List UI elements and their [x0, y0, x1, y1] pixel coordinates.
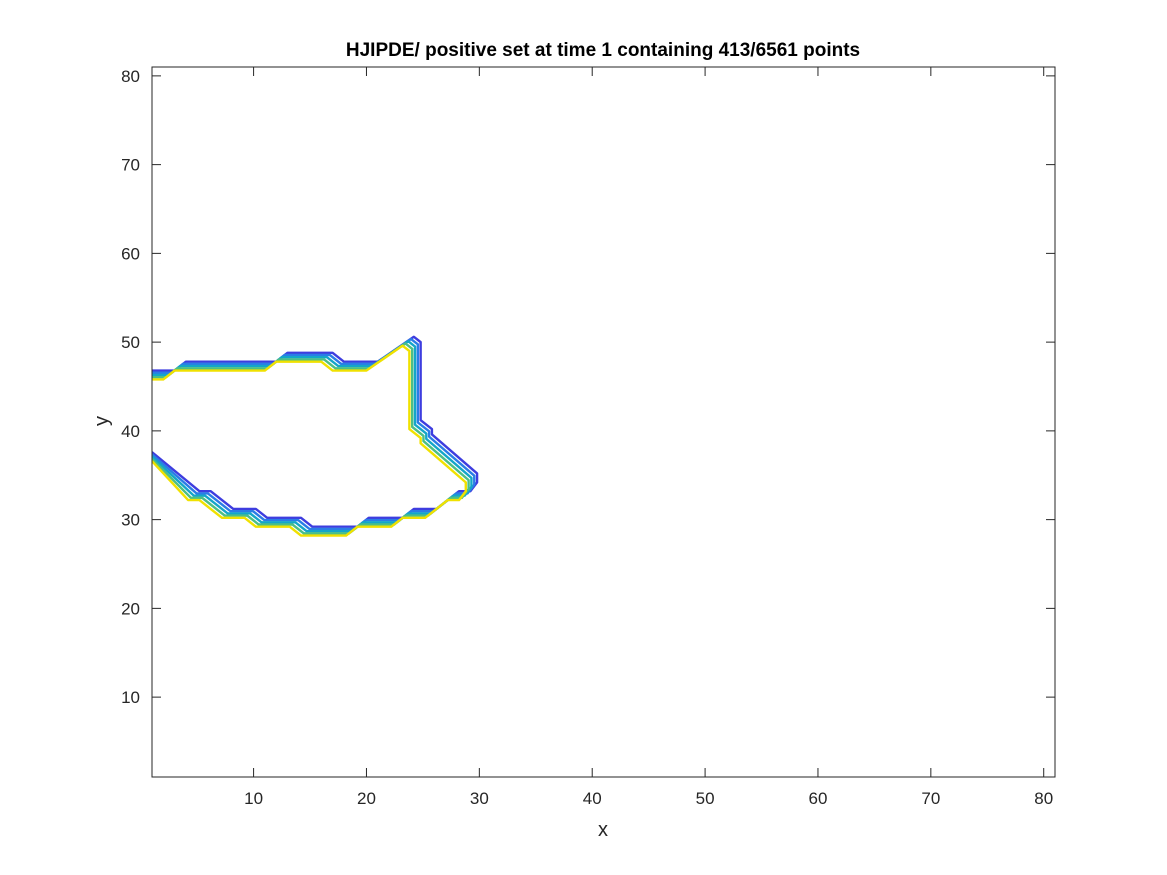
axes-box: [151, 66, 1056, 778]
y-tick-label-30: 30: [121, 511, 140, 530]
plot-background: [152, 67, 1055, 777]
x-axis-label: x: [598, 819, 608, 841]
x-tick-label-20: 20: [357, 789, 376, 808]
y-tick-label-20: 20: [121, 599, 140, 618]
x-tick-label-10: 10: [244, 789, 263, 808]
y-axis-label: y: [91, 416, 113, 426]
axes-group: 10 20 30 40 50 60 70 80 10 20 30 40 50 60 70 80: [121, 66, 1056, 808]
contour-group: [152, 335, 479, 537]
plot-area: [152, 67, 1055, 777]
y-tick-label-80: 80: [121, 67, 140, 86]
x-tick-label-40: 40: [583, 789, 602, 808]
x-tick-label-60: 60: [809, 789, 828, 808]
y-tick-label-50: 50: [121, 333, 140, 352]
x-tick-label-80: 80: [1034, 789, 1053, 808]
x-tick-label-70: 70: [921, 789, 940, 808]
contour-line-0-4: [152, 344, 467, 537]
y-tick-label-40: 40: [121, 422, 140, 441]
y-tick-label-70: 70: [121, 156, 140, 175]
chart-title: HJIPDE/ positive set at time 1 containin…: [346, 40, 860, 61]
x-tick-label-50: 50: [696, 789, 715, 808]
x-tick-label-30: 30: [470, 789, 489, 808]
y-tick-label-10: 10: [121, 688, 140, 707]
y-tick-label-60: 60: [121, 244, 140, 263]
